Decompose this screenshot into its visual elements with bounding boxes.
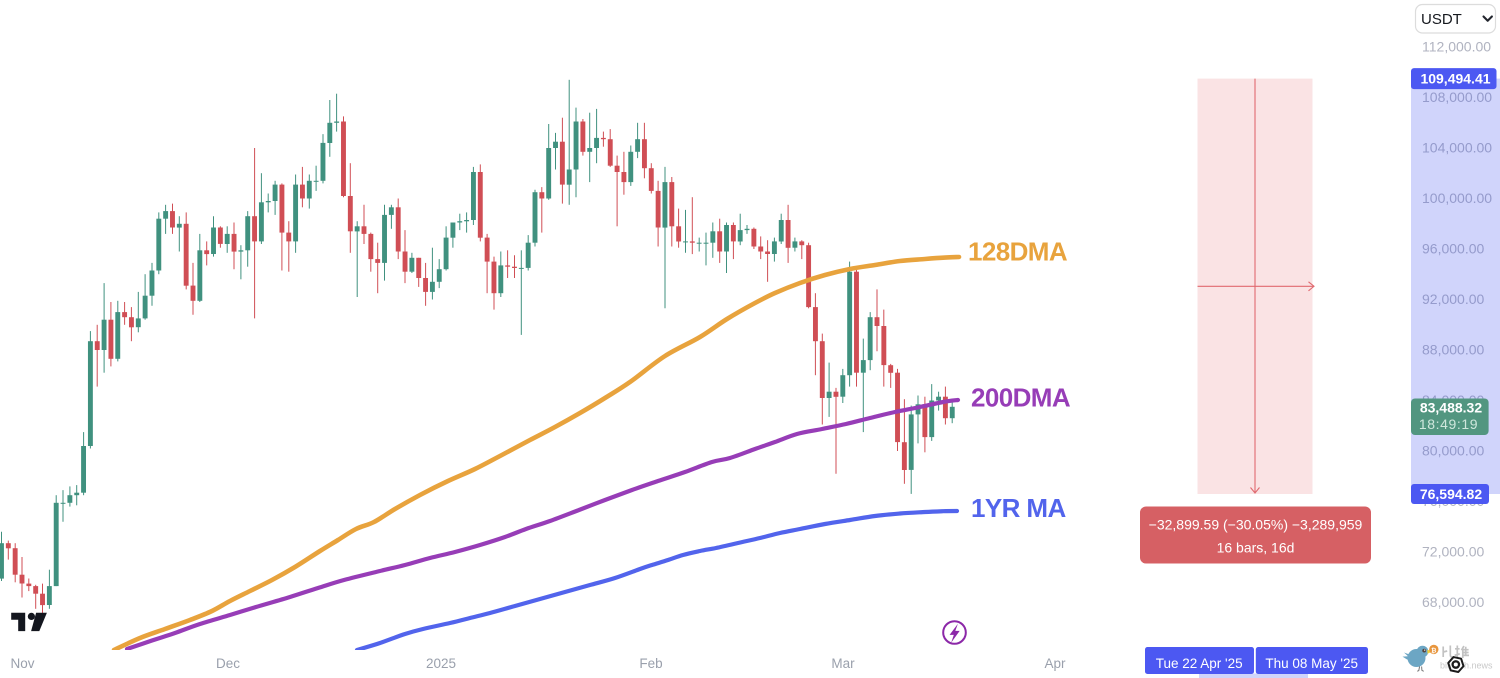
svg-text:76,594.82: 76,594.82 xyxy=(1420,486,1482,502)
svg-text:68,000.00: 68,000.00 xyxy=(1422,594,1484,610)
svg-text:18:49:19: 18:49:19 xyxy=(1419,416,1478,432)
svg-text:109,494.41: 109,494.41 xyxy=(1420,70,1490,86)
svg-text:104,000.00: 104,000.00 xyxy=(1422,140,1492,156)
svg-text:−32,899.59 (−30.05%) −3,289,95: −32,899.59 (−30.05%) −3,289,959 xyxy=(1149,517,1363,533)
svg-text:Tue 22 Apr '25: Tue 22 Apr '25 xyxy=(1156,656,1243,671)
svg-text:Dec: Dec xyxy=(216,656,240,671)
svg-text:Nov: Nov xyxy=(10,656,34,671)
svg-text:Thu 08 May '25: Thu 08 May '25 xyxy=(1265,656,1358,671)
svg-text:88,000.00: 88,000.00 xyxy=(1422,342,1484,358)
svg-text:83,488.32: 83,488.32 xyxy=(1420,399,1482,415)
svg-text:72,000.00: 72,000.00 xyxy=(1422,544,1484,560)
svg-text:1YR MA: 1YR MA xyxy=(971,493,1066,523)
svg-text:2025: 2025 xyxy=(426,656,456,671)
svg-text:108,000.00: 108,000.00 xyxy=(1422,89,1492,105)
svg-text:Mar: Mar xyxy=(831,656,855,671)
svg-text:100,000.00: 100,000.00 xyxy=(1422,190,1492,206)
svg-text:128DMA: 128DMA xyxy=(968,237,1068,267)
svg-text:Feb: Feb xyxy=(639,656,662,671)
svg-text:96,000.00: 96,000.00 xyxy=(1422,241,1484,257)
svg-text:16 bars, 16d: 16 bars, 16d xyxy=(1217,540,1295,556)
svg-text:bitpush.news: bitpush.news xyxy=(1440,660,1493,670)
svg-text:200DMA: 200DMA xyxy=(971,383,1071,413)
svg-text:USDT: USDT xyxy=(1421,11,1462,28)
svg-text:92,000.00: 92,000.00 xyxy=(1422,291,1484,307)
svg-text:112,000.00: 112,000.00 xyxy=(1422,39,1491,55)
svg-text:80,000.00: 80,000.00 xyxy=(1422,443,1484,459)
svg-text:Apr: Apr xyxy=(1044,656,1066,671)
svg-text:₿: ₿ xyxy=(1431,646,1436,654)
